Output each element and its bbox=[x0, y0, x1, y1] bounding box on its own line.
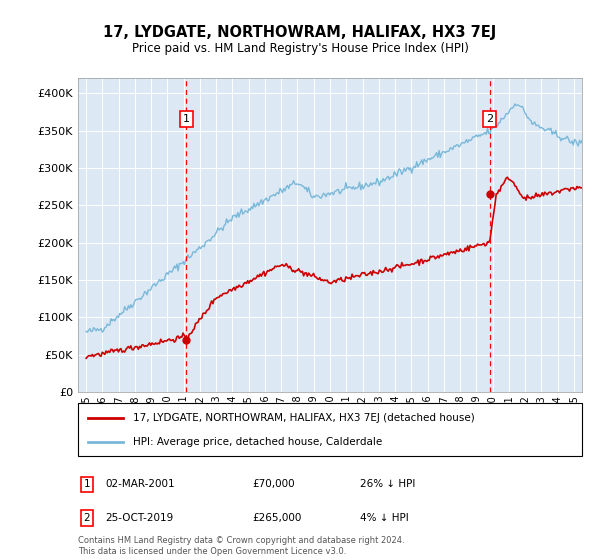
Text: 2: 2 bbox=[83, 513, 91, 523]
Text: 02-MAR-2001: 02-MAR-2001 bbox=[105, 479, 175, 489]
Text: HPI: Average price, detached house, Calderdale: HPI: Average price, detached house, Cald… bbox=[133, 436, 383, 446]
Text: 17, LYDGATE, NORTHOWRAM, HALIFAX, HX3 7EJ (detached house): 17, LYDGATE, NORTHOWRAM, HALIFAX, HX3 7E… bbox=[133, 413, 475, 423]
Text: £70,000: £70,000 bbox=[252, 479, 295, 489]
Text: 2: 2 bbox=[486, 114, 493, 124]
Text: Contains HM Land Registry data © Crown copyright and database right 2024.
This d: Contains HM Land Registry data © Crown c… bbox=[78, 536, 404, 556]
Text: 1: 1 bbox=[83, 479, 91, 489]
Text: 26% ↓ HPI: 26% ↓ HPI bbox=[360, 479, 415, 489]
Text: 4% ↓ HPI: 4% ↓ HPI bbox=[360, 513, 409, 523]
Text: Price paid vs. HM Land Registry's House Price Index (HPI): Price paid vs. HM Land Registry's House … bbox=[131, 42, 469, 55]
Text: £265,000: £265,000 bbox=[252, 513, 301, 523]
Text: 17, LYDGATE, NORTHOWRAM, HALIFAX, HX3 7EJ: 17, LYDGATE, NORTHOWRAM, HALIFAX, HX3 7E… bbox=[103, 25, 497, 40]
Text: 1: 1 bbox=[183, 114, 190, 124]
Text: 25-OCT-2019: 25-OCT-2019 bbox=[105, 513, 173, 523]
FancyBboxPatch shape bbox=[78, 403, 582, 456]
